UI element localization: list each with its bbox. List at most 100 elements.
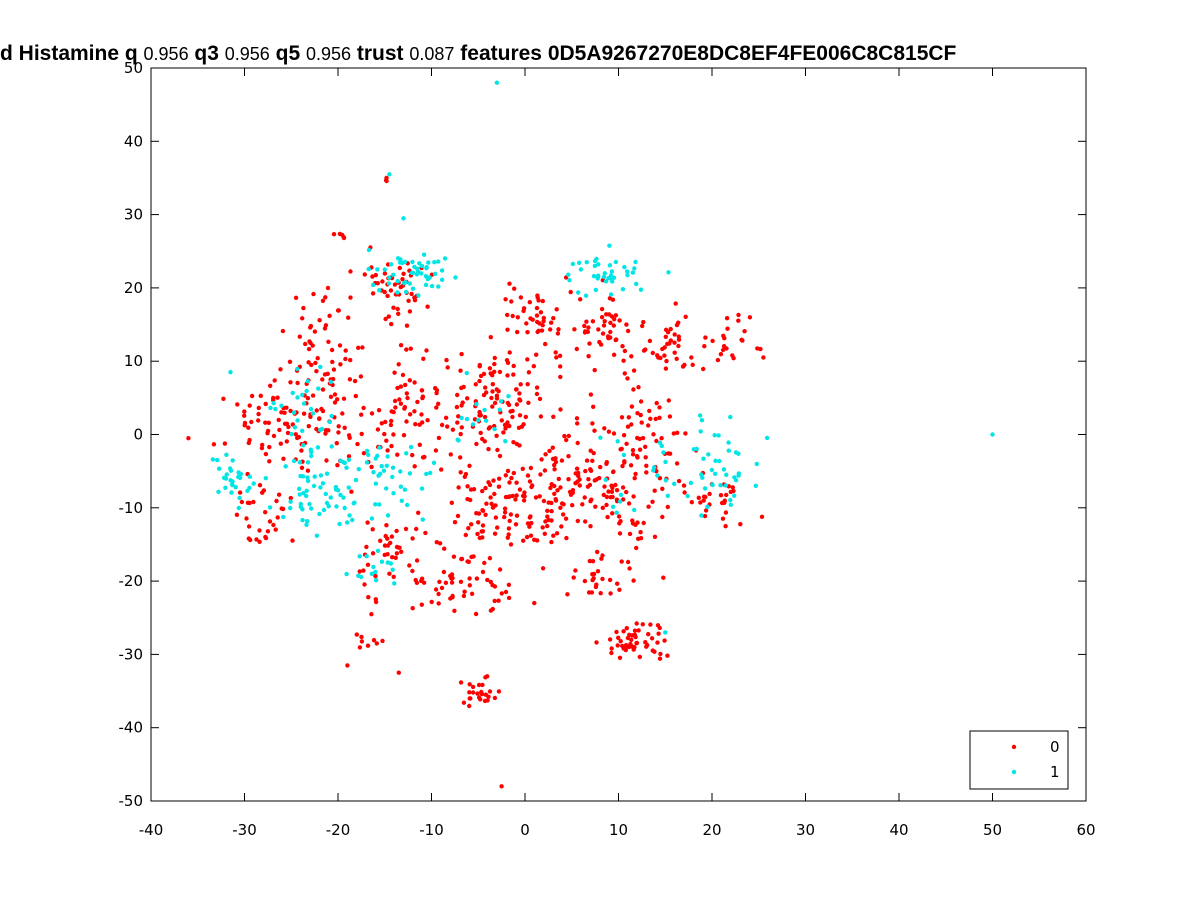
point-series-0 <box>525 473 531 478</box>
point-series-0 <box>552 491 557 496</box>
point-series-0 <box>631 494 636 499</box>
point-series-1 <box>388 561 394 566</box>
point-series-1 <box>625 269 630 274</box>
point-series-0 <box>502 510 508 515</box>
point-series-0 <box>629 422 634 427</box>
point-series-1 <box>591 274 597 279</box>
x-tick-label: -30 <box>232 821 257 839</box>
point-series-0 <box>389 418 394 424</box>
point-series-0 <box>425 418 430 423</box>
point-series-0 <box>297 334 302 339</box>
point-series-0 <box>328 394 334 399</box>
point-series-0 <box>385 448 390 453</box>
point-series-0 <box>335 397 340 402</box>
point-series-0 <box>508 542 514 547</box>
point-series-0 <box>479 691 485 697</box>
point-series-0 <box>382 431 387 437</box>
legend-marker-1 <box>1011 769 1017 775</box>
point-series-1 <box>402 259 408 265</box>
point-series-1 <box>620 287 626 292</box>
y-tick-label: 40 <box>124 132 143 150</box>
point-series-0 <box>392 282 398 287</box>
point-series-0 <box>249 393 255 399</box>
point-series-1 <box>593 287 599 293</box>
point-series-1 <box>251 481 256 486</box>
point-series-0 <box>514 402 520 407</box>
point-series-0 <box>365 643 371 648</box>
point-series-0 <box>357 645 363 650</box>
point-series-0 <box>263 535 269 541</box>
point-series-0 <box>563 516 569 521</box>
point-series-0 <box>443 580 449 585</box>
point-series-1 <box>433 271 438 276</box>
point-series-0 <box>502 422 508 428</box>
point-series-0 <box>242 420 248 426</box>
point-series-0 <box>414 558 420 563</box>
point-series-0 <box>370 291 376 296</box>
point-series-0 <box>314 369 319 374</box>
point-series-0 <box>458 579 464 584</box>
point-series-1 <box>366 452 371 457</box>
point-series-1 <box>245 488 250 493</box>
point-series-0 <box>324 458 329 463</box>
title-part-3: 0.956 <box>224 44 270 64</box>
point-series-1 <box>609 269 615 274</box>
point-series-0 <box>631 578 636 583</box>
point-series-1 <box>567 278 572 283</box>
point-series-0 <box>530 483 535 488</box>
point-series-0 <box>652 488 657 493</box>
point-series-0 <box>731 356 736 361</box>
point-series-1 <box>300 392 305 398</box>
point-series-0 <box>278 441 283 446</box>
point-series-0 <box>413 422 418 427</box>
point-series-0 <box>590 458 595 463</box>
point-series-0 <box>261 488 267 493</box>
point-series-0 <box>448 573 453 579</box>
x-tick-label: -40 <box>139 821 164 839</box>
point-series-0 <box>655 640 660 645</box>
point-series-0 <box>265 428 271 434</box>
point-series-0 <box>452 520 458 525</box>
point-series-0 <box>352 378 358 384</box>
point-series-0 <box>594 582 599 587</box>
point-series-0 <box>439 422 445 428</box>
point-series-0 <box>758 346 763 352</box>
point-series-1 <box>685 493 690 499</box>
point-series-1 <box>371 564 376 570</box>
point-series-1 <box>268 405 273 411</box>
point-series-0 <box>496 689 502 694</box>
x-tick-label: 30 <box>796 821 815 839</box>
point-series-1 <box>290 390 295 396</box>
point-series-0 <box>401 433 407 438</box>
point-series-0 <box>391 432 396 437</box>
point-series-0 <box>666 398 671 403</box>
point-series-0 <box>511 372 516 377</box>
point-series-0 <box>389 443 394 449</box>
point-series-0 <box>587 482 593 488</box>
point-series-0 <box>480 569 486 575</box>
point-series-0 <box>389 534 395 539</box>
point-series-1 <box>346 485 351 490</box>
point-series-0 <box>588 468 594 473</box>
point-series-0 <box>673 301 678 306</box>
point-series-1 <box>318 364 323 370</box>
point-series-0 <box>605 514 610 520</box>
point-series-0 <box>258 393 263 398</box>
point-series-0 <box>384 523 389 528</box>
point-series-0 <box>634 641 639 646</box>
point-series-1 <box>706 452 711 457</box>
point-series-0 <box>395 452 400 457</box>
point-series-1 <box>273 406 278 412</box>
point-series-1 <box>607 276 613 281</box>
point-series-1 <box>625 272 630 278</box>
point-series-0 <box>420 420 425 425</box>
point-series-0 <box>492 400 498 406</box>
point-series-0 <box>354 632 359 637</box>
point-series-0 <box>393 405 398 410</box>
point-series-1 <box>295 366 300 372</box>
point-series-0 <box>520 493 526 499</box>
point-series-0 <box>606 429 612 434</box>
point-series-1 <box>316 386 321 391</box>
point-series-0 <box>467 703 472 709</box>
